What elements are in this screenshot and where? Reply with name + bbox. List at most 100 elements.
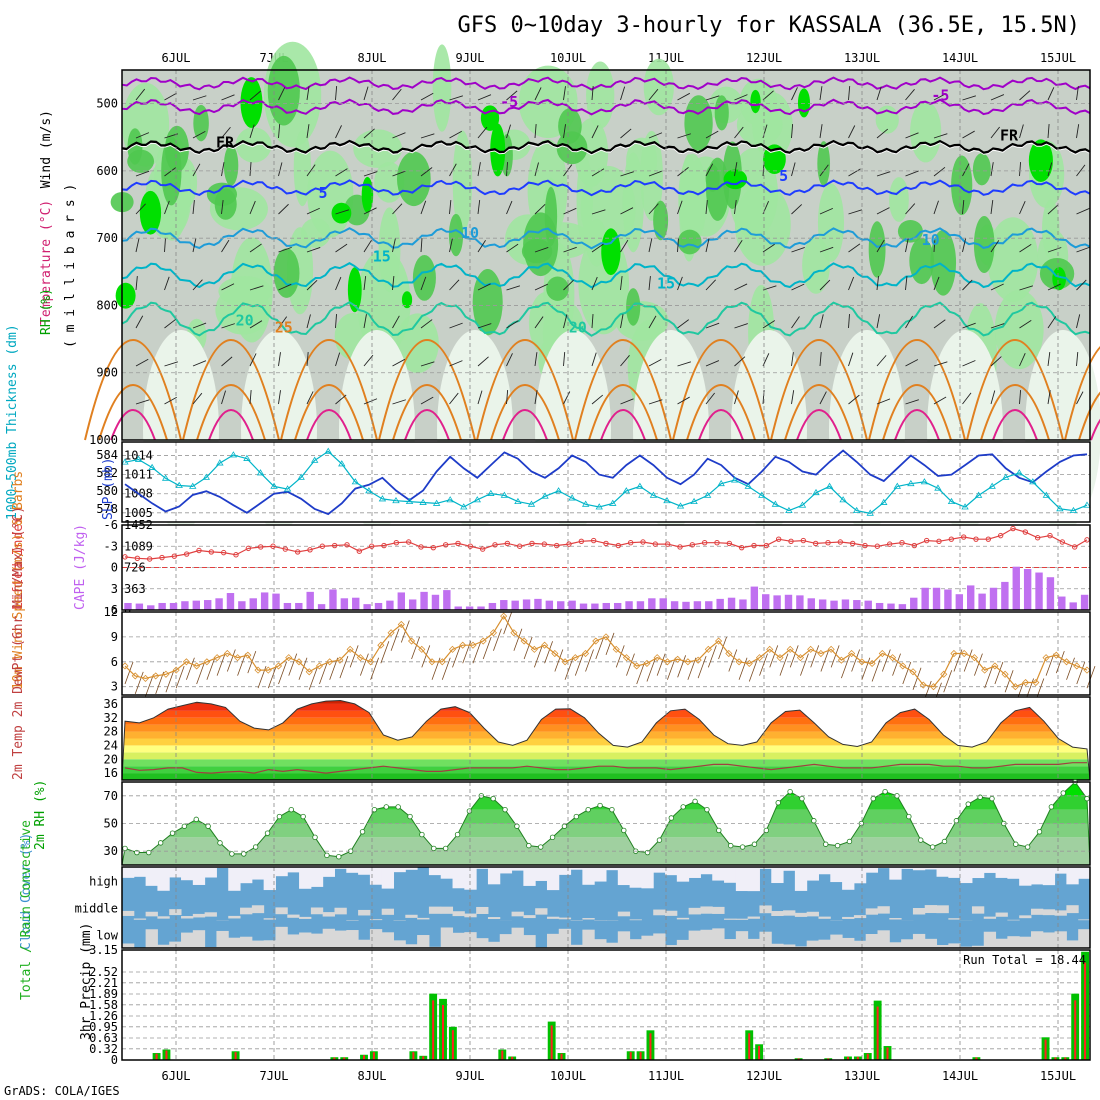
rh-area — [353, 129, 402, 168]
wind-barb — [164, 167, 176, 177]
date-label: 6JUL — [162, 1069, 191, 1083]
wind-barb — [493, 628, 502, 651]
wind-barb — [477, 239, 486, 253]
cloud-high-cell — [1030, 867, 1044, 885]
isotherm-15 — [121, 262, 1091, 289]
cape-bar — [363, 604, 371, 610]
lifted-index-point — [788, 538, 794, 544]
wind-barb — [449, 322, 463, 329]
isotherm-35 — [698, 409, 744, 441]
wind-barb — [477, 126, 488, 139]
wind-barb — [192, 392, 203, 405]
wind-barb — [905, 315, 913, 329]
rh-area — [987, 217, 1039, 302]
wind-barb — [288, 653, 298, 676]
wind-barb — [905, 276, 908, 291]
wind-barb — [626, 653, 635, 676]
cape-bar — [784, 594, 793, 610]
wind-barb — [441, 657, 451, 680]
isotherm-25 — [574, 339, 672, 441]
y-tick-label: 6 — [111, 603, 118, 617]
cloud-low-cell — [240, 936, 253, 948]
lifted-index-point — [751, 542, 757, 549]
cloud-mid-cell — [1030, 908, 1044, 915]
cape-bar — [591, 603, 599, 610]
wind-barb — [636, 661, 646, 685]
wind-barb — [990, 390, 996, 405]
cape-bar — [818, 599, 827, 610]
lifted-index-point — [911, 542, 918, 549]
lifted-index-point — [1022, 529, 1029, 535]
panel-frame — [121, 611, 1091, 696]
wind-barb — [221, 283, 235, 291]
rh-area — [546, 276, 569, 301]
wind-speed-point — [1011, 683, 1019, 691]
wind-barb — [677, 655, 687, 678]
cloud-low-cell — [452, 932, 465, 948]
lifted-index-point — [812, 540, 819, 547]
cape-bar — [135, 603, 144, 610]
p1-yunit: ( m i l l i b a r s ) — [63, 184, 78, 348]
wind-barb — [363, 354, 374, 367]
wind-barb — [335, 168, 348, 177]
rh-point — [324, 852, 330, 859]
lifted-index-point — [516, 543, 523, 549]
date-label: 15JUL — [1040, 1069, 1076, 1083]
cape-bar — [659, 598, 667, 610]
cape-bar — [830, 600, 838, 610]
cape-bar — [796, 595, 804, 610]
cape-bar — [579, 603, 588, 610]
isotherm-30 — [196, 384, 266, 441]
wind-barb — [135, 276, 138, 291]
rh-point — [1024, 844, 1031, 850]
cloud-mid-cell — [334, 907, 347, 915]
cloud-high-cell — [204, 867, 217, 878]
wind-barb — [278, 283, 292, 291]
rh-point — [799, 795, 805, 802]
rh-area — [401, 291, 413, 309]
cloud-mid-cell — [511, 911, 524, 917]
wind-barb — [892, 653, 901, 676]
y-tick-label: 1000 — [89, 433, 118, 447]
y-tick-label: 0.32 — [89, 1042, 118, 1056]
p3-ylabel-right: CAPE (J/kg) — [73, 524, 88, 610]
date-label: 10JUL — [550, 51, 586, 65]
wind-speed-point — [418, 645, 426, 653]
wind-barb — [164, 276, 170, 291]
cloud-low-cell — [192, 930, 206, 948]
wind-barb — [135, 132, 150, 139]
rh-point — [407, 813, 413, 820]
isotherm-30 — [392, 384, 462, 441]
wind-barb — [905, 238, 909, 253]
wind-barb — [164, 200, 170, 215]
wind-barb — [591, 352, 597, 367]
lifted-index-point — [997, 532, 1004, 539]
wind-speed-point — [530, 645, 538, 653]
cloud-high-cell — [1054, 867, 1067, 874]
cape-bar — [1001, 581, 1009, 610]
y-tick-label: 50 — [104, 817, 118, 831]
wind-barb — [306, 352, 309, 367]
rh-area — [347, 267, 362, 313]
rh-point — [383, 804, 389, 810]
wind-barb — [449, 360, 463, 367]
cloud-high-cell — [830, 867, 843, 883]
wind-barb — [933, 276, 940, 291]
wind-speed-point — [981, 666, 989, 674]
wind-barb — [697, 656, 707, 679]
wind-barb — [335, 86, 338, 101]
rh-point — [122, 845, 128, 852]
isotherm-25 — [868, 339, 966, 441]
wind-barb — [221, 323, 235, 329]
date-label: 8JUL — [358, 51, 387, 65]
cloud-mid-cell — [995, 912, 1008, 917]
y-tick-label: 30 — [104, 844, 118, 858]
lifted-index-point — [738, 544, 745, 551]
wind-barb — [905, 170, 919, 177]
p1-ylabel-rh: RH (%) — [39, 288, 54, 335]
cape-bar — [534, 598, 542, 610]
rh-area — [374, 161, 405, 203]
wind-barb — [848, 168, 861, 177]
wind-barb — [335, 276, 342, 291]
wind-barb — [392, 276, 395, 291]
